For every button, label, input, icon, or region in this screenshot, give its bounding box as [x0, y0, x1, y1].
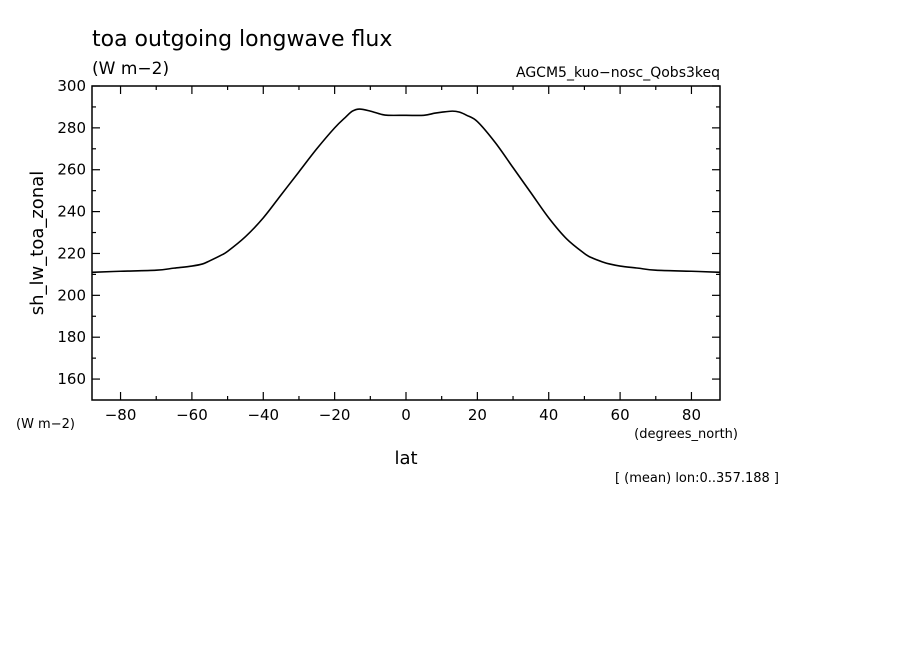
x-tick-label: 80: [682, 406, 701, 424]
y-tick-labels: 160 180 200 220 240 260 280 300: [57, 77, 86, 388]
y-tick-label: 260: [57, 161, 86, 179]
y-axis-label: sh_lw_toa_zonal: [27, 171, 48, 316]
y-tick-label: 160: [57, 370, 86, 388]
y-tick-label: 180: [57, 328, 86, 346]
x-tick-label: 0: [401, 406, 411, 424]
y-tick-label: 200: [57, 286, 86, 304]
series-line: [91, 108, 721, 274]
plot-frame: [91, 85, 721, 401]
y-tick-label: 300: [57, 77, 86, 95]
y-tick-label: 240: [57, 203, 86, 221]
footnote: [ (mean) lon:0..357.188 ]: [615, 471, 779, 486]
y-axis-units: (W m−2): [16, 417, 75, 432]
x-axis-units: (degrees_north): [634, 427, 738, 442]
experiment-label: AGCM5_kuo−nosc_Qobs3keq: [516, 65, 720, 81]
x-tick-label: 60: [611, 406, 630, 424]
y-tick-label: 280: [57, 119, 86, 137]
x-tick-label: 40: [539, 406, 558, 424]
x-tick-label: −60: [176, 406, 208, 424]
y-tick-label: 220: [57, 244, 86, 262]
x-tick-label: 20: [468, 406, 487, 424]
chart-units: (W m−2): [92, 59, 169, 79]
x-axis-label: lat: [394, 448, 417, 469]
x-tick-label: −40: [247, 406, 279, 424]
x-tick-label: −80: [105, 406, 137, 424]
x-tick-label: −20: [319, 406, 351, 424]
chart-title: toa outgoing longwave flux: [92, 27, 392, 52]
tick-marks: [92, 85, 720, 400]
x-tick-labels: −80 −60 −40 −20 0 20 40 60 80: [105, 406, 701, 424]
